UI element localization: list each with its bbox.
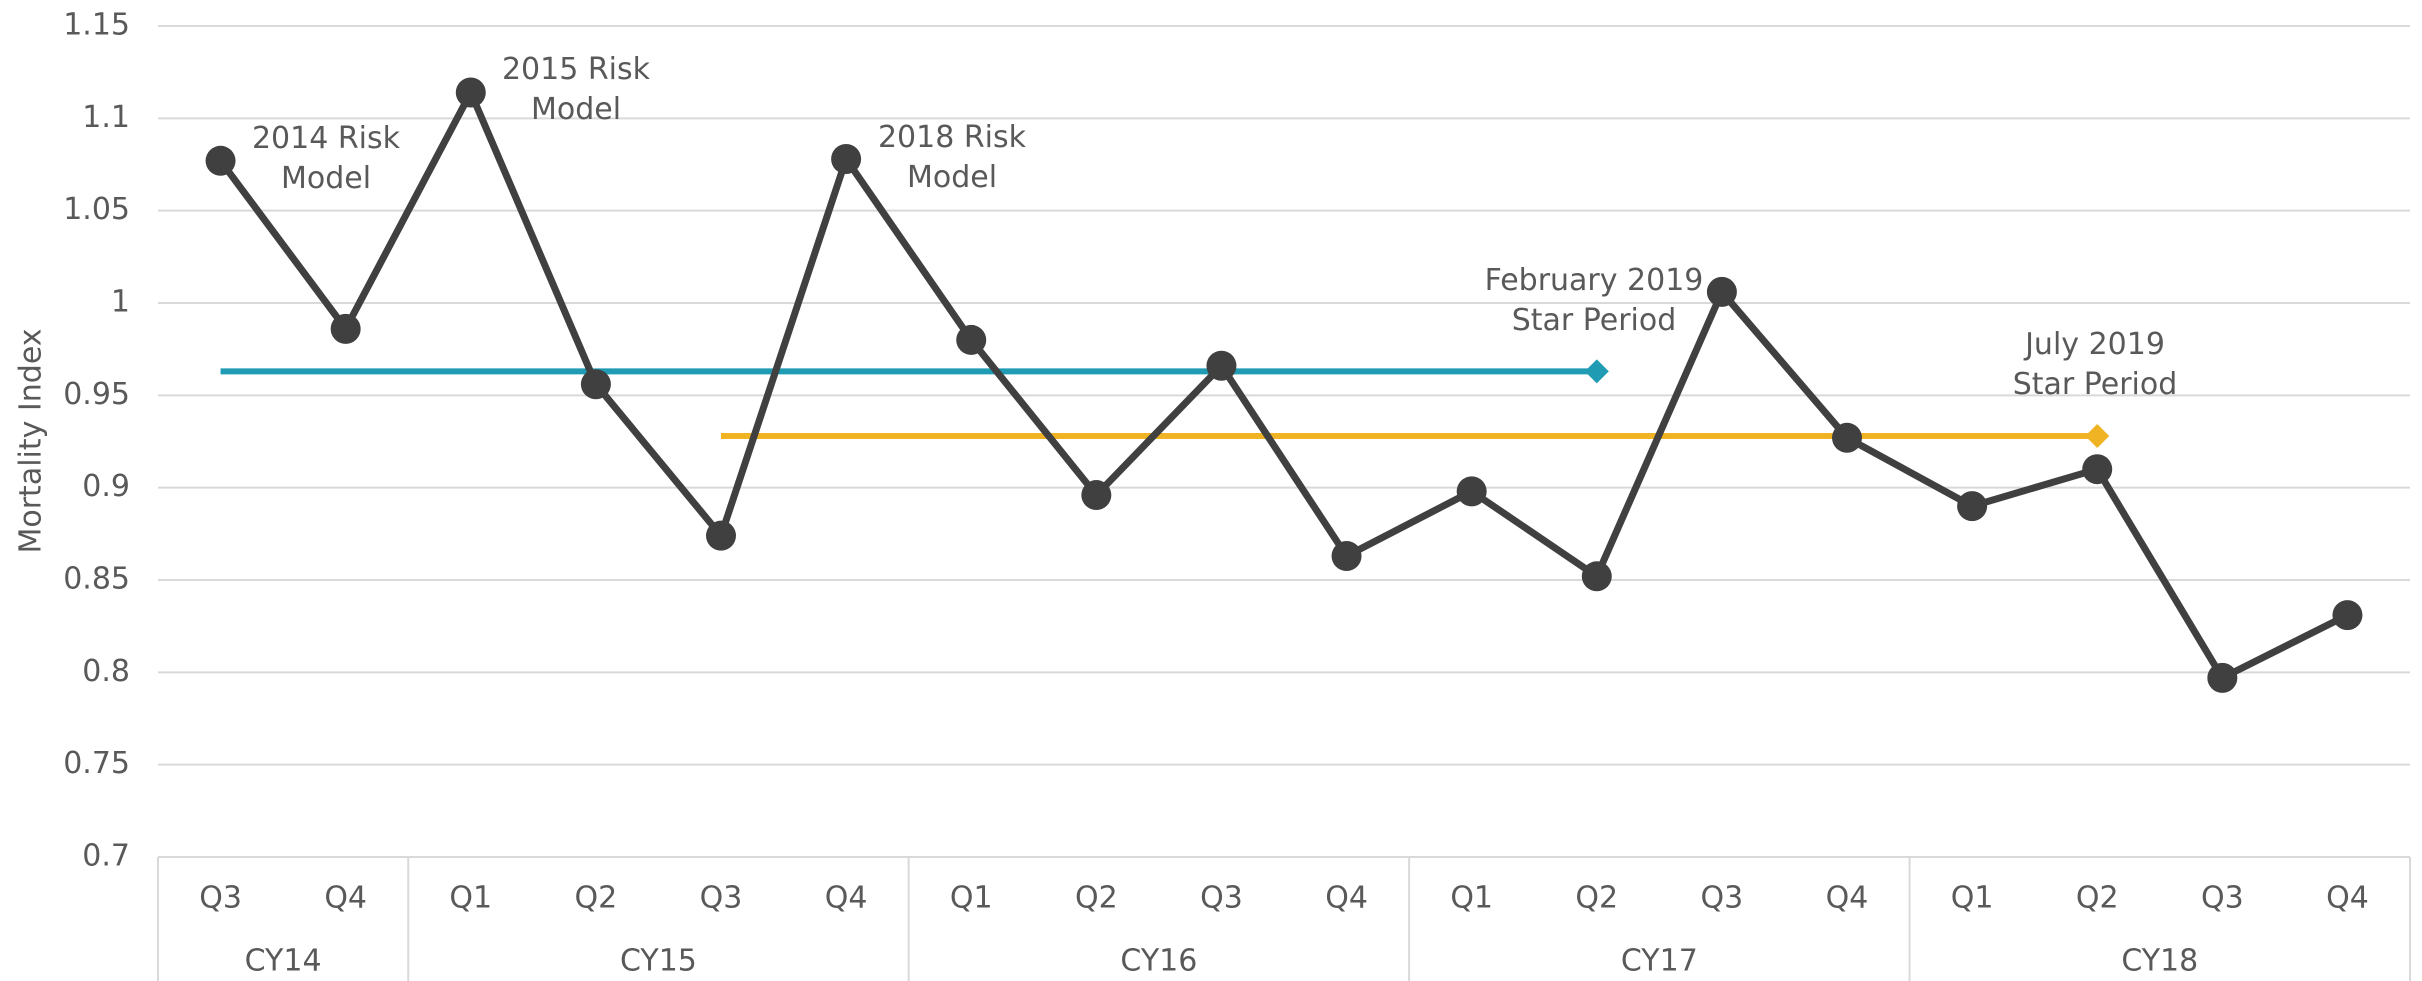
x-tick-label: Q3 [1200, 881, 1243, 916]
point [1957, 491, 1988, 522]
x-group-label: CY15 [620, 944, 697, 979]
x-tick-label: Q3 [2201, 881, 2244, 916]
x-tick-label: Q3 [700, 881, 743, 916]
point [2207, 662, 2238, 693]
x-tick-label: Q4 [1325, 881, 1368, 916]
annotation-line: Model [531, 92, 621, 127]
point [1581, 561, 1612, 592]
x-group-label: CY14 [245, 944, 322, 979]
point [706, 520, 736, 551]
annotation: 2014 Risk Model [252, 121, 401, 196]
x-group-label: CY18 [2121, 944, 2198, 979]
x-tick-label: Q1 [1951, 881, 1994, 916]
x-tick-label: Q2 [1575, 881, 1618, 916]
x-tick-label: Q1 [449, 881, 492, 916]
annotation-line: February 2019 [1485, 263, 1704, 298]
y-tick-label: 1.05 [63, 192, 130, 227]
point [580, 369, 611, 400]
point [455, 77, 486, 108]
y-tick-label: 0.95 [63, 377, 130, 412]
y-tick-label: 1.1 [82, 100, 130, 135]
point [1706, 276, 1737, 307]
x-tick-label: Q2 [2076, 881, 2119, 916]
y-tick-label: 0.9 [82, 469, 130, 504]
point [956, 324, 987, 355]
x-tick-label: Q3 [1701, 881, 1744, 916]
annotation: February 2019 Star Period [1485, 263, 1704, 338]
x-tick-label: Q4 [1826, 881, 1869, 916]
annotation-line: 2015 Risk [502, 52, 651, 87]
series-line [217, 88, 2350, 682]
annotation-line: Star Period [1512, 303, 1677, 338]
annotation-line: Model [907, 160, 997, 195]
point [1206, 350, 1237, 381]
y-tick-label: 1.15 [63, 8, 130, 43]
end-marker [2085, 423, 2110, 448]
y-tick-label: 0.8 [82, 654, 130, 689]
point [1832, 422, 1862, 453]
x-tick-label: Q3 [199, 881, 242, 916]
x-tick-label: Q4 [825, 881, 868, 916]
y-tick-label: 0.7 [82, 839, 130, 874]
annotation-line: July 2019 [2023, 327, 2165, 362]
x-group-label: CY17 [1621, 944, 1698, 979]
annotation: 2015 Risk Model [502, 52, 651, 127]
x-tick-label: Q2 [1075, 881, 1118, 916]
x-tick-label: Q1 [950, 881, 993, 916]
point [831, 143, 862, 174]
annotation-line: 2014 Risk [252, 121, 401, 156]
y-tick-label: 0.85 [63, 562, 130, 597]
y-tick-label: 1 [111, 285, 130, 320]
point [205, 145, 236, 176]
end-marker [1584, 359, 1609, 384]
point [1081, 480, 1112, 511]
y-axis-label: Mortality Index [14, 328, 49, 553]
point [2332, 600, 2363, 631]
x-tick-label: Q1 [1450, 881, 1493, 916]
annotation: July 2019 Star Period [2013, 327, 2178, 402]
annotation: 2018 Risk Model [878, 120, 1027, 195]
point [1456, 476, 1487, 507]
x-group-label: CY16 [1120, 944, 1197, 979]
x-tick-label: Q4 [324, 881, 367, 916]
annotation-line: 2018 Risk [878, 120, 1027, 155]
annotation-line: Model [281, 161, 371, 196]
point [330, 313, 361, 344]
x-tick-label: Q2 [575, 881, 618, 916]
y-tick-label: 0.75 [63, 746, 130, 781]
annotation-line: Star Period [2013, 367, 2178, 402]
point [1331, 540, 1362, 571]
point [2082, 454, 2113, 485]
x-tick-label: Q4 [2326, 881, 2369, 916]
